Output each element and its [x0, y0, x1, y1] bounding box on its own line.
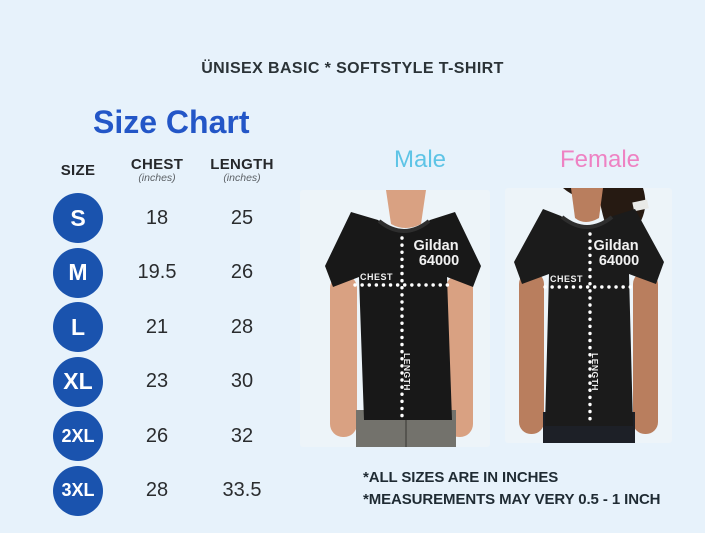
chest-value: 21: [145, 315, 169, 338]
length-value: 33.5: [222, 479, 262, 502]
column-header-size: SIZE: [60, 161, 96, 179]
female-left-arm: [519, 272, 544, 434]
female-chest-label: CHEST: [550, 274, 583, 284]
male-brand-text: Gildan: [413, 238, 458, 254]
chest-value: 19.5: [137, 261, 177, 284]
male-neck: [386, 190, 426, 228]
size-badge: 2XL: [53, 411, 103, 462]
female-brand-text: Gildan: [593, 238, 638, 254]
male-left-arm: [330, 275, 357, 437]
chest-unit-note: (inches): [138, 172, 176, 184]
length-value: 25: [230, 206, 254, 229]
footnote-sizes-in-inches: *ALL SIZES ARE IN INCHES: [363, 469, 559, 486]
size-chart-heading: Size Chart: [93, 104, 250, 140]
length-value: 28: [230, 315, 254, 338]
size-badge: M: [53, 247, 103, 298]
length-unit-note: (inches): [223, 172, 261, 184]
male-shirt-photo: CHEST Gildan 64000 LENGTH: [300, 190, 490, 447]
female-length-label: LENGTH: [590, 353, 600, 391]
chest-value: 28: [145, 479, 169, 502]
female-right-arm: [633, 272, 658, 434]
chest-value: 23: [145, 370, 169, 393]
chest-value: 18: [145, 206, 169, 229]
column-header-chest: CHEST (inches): [130, 156, 184, 184]
male-length-label: LENGTH: [402, 353, 412, 391]
female-model-text: 64000: [599, 253, 639, 269]
size-badge: XL: [53, 356, 103, 407]
female-shirt-photo: CHEST Gildan 64000 LENGTH: [505, 188, 672, 443]
size-badge: L: [53, 302, 103, 353]
product-title: ÜNISEX BASIC * SOFTSTYLE T-SHIRT: [201, 60, 504, 77]
male-right-arm: [446, 275, 473, 437]
female-shirt: [514, 209, 664, 426]
female-collar: [560, 215, 614, 229]
chest-value: 26: [145, 424, 169, 447]
size-table-header: SIZE CHEST (inches) LENGTH (inches): [36, 156, 290, 184]
male-model-text: 64000: [419, 253, 459, 269]
male-shirt-graphic: CHEST Gildan 64000 LENGTH: [300, 190, 490, 447]
female-label: Female: [559, 146, 641, 173]
size-table-rows: S 18 25 M 19.5 26 L 21 28 XL 23 30 2XL 2…: [36, 191, 290, 518]
length-value: 30: [230, 370, 254, 393]
female-neck: [571, 188, 603, 222]
length-value: 26: [230, 261, 254, 284]
size-badge: 3XL: [53, 465, 103, 516]
male-label: Male: [393, 146, 447, 173]
male-collar: [377, 219, 431, 233]
female-shirt-graphic: CHEST Gildan 64000 LENGTH: [505, 188, 672, 443]
footnote-measurement-variance: *MEASUREMENTS MAY VERY 0.5 - 1 INCH: [363, 491, 661, 508]
female-hair-tag: [632, 199, 649, 212]
male-chest-label: CHEST: [360, 272, 393, 282]
size-badge: S: [53, 193, 103, 244]
column-header-length: LENGTH (inches): [210, 156, 274, 184]
footnotes: *ALL SIZES ARE IN INCHES *MEASUREMENTS M…: [363, 467, 661, 511]
length-value: 32: [230, 424, 254, 447]
